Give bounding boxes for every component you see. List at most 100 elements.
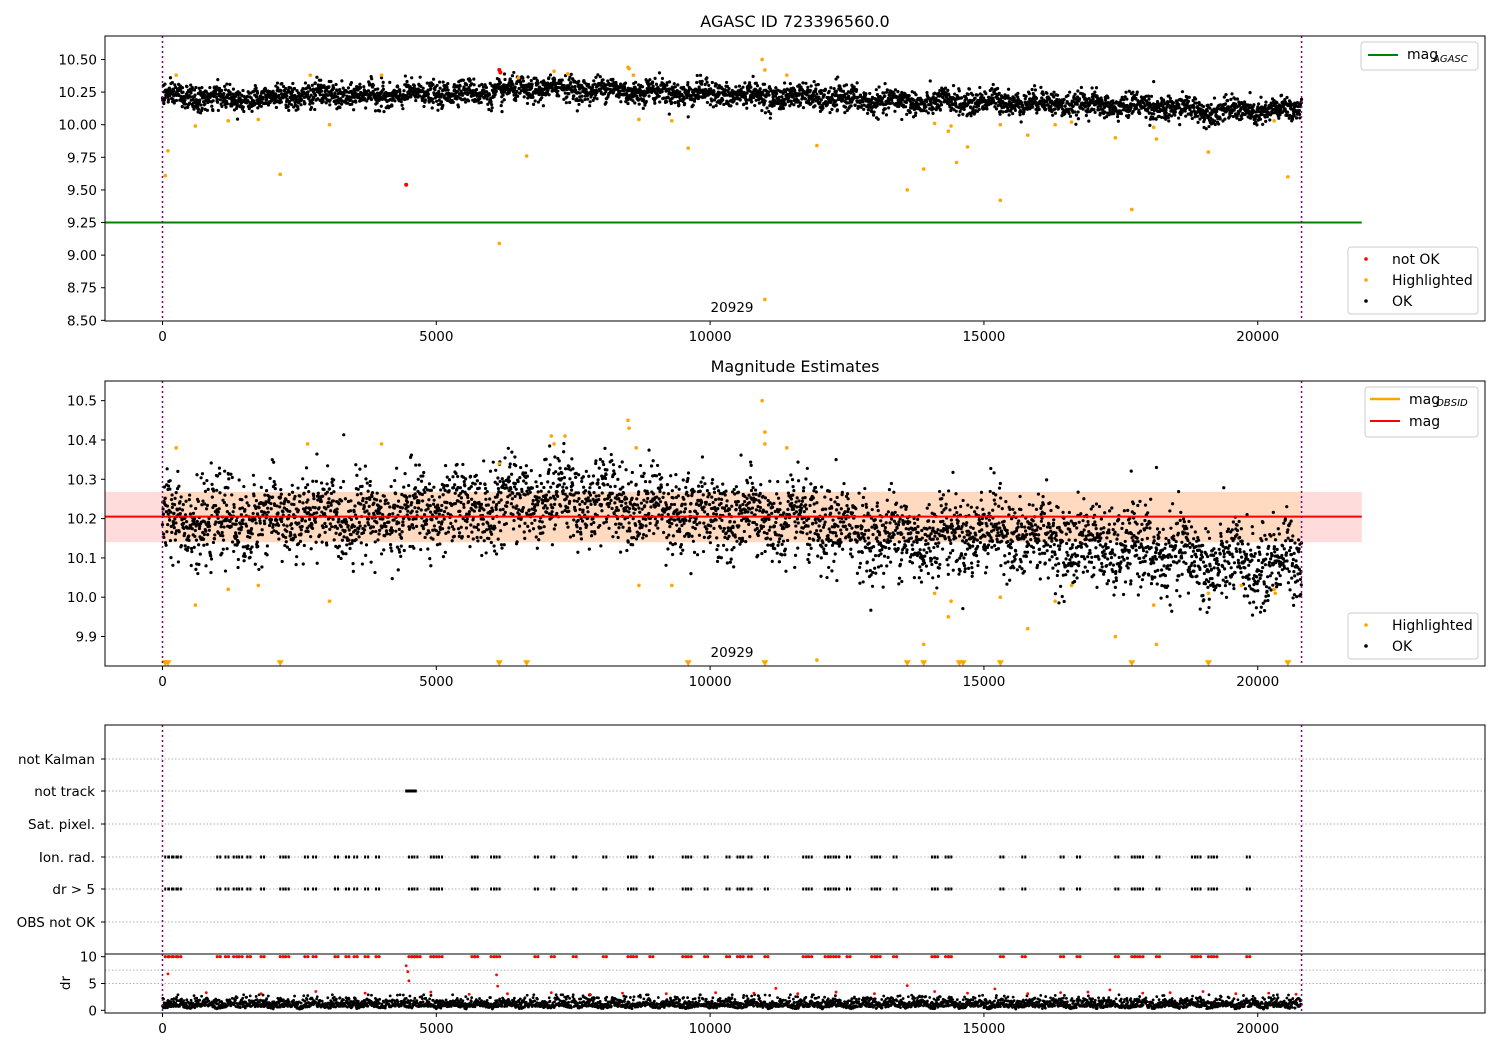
ok-point [348,546,352,551]
ok-point [501,93,505,97]
ok-point [487,107,491,112]
ok-point [829,86,833,90]
highlighted-point [166,148,170,153]
ok-point [275,81,280,85]
ok-point [633,101,637,105]
ok-point [1075,102,1079,106]
ok-point [349,509,353,513]
ok-point [194,85,198,90]
ok-point [498,81,502,85]
ok-point [242,559,246,563]
ok-point [362,85,366,89]
ok-point [1055,93,1060,97]
ok-point [304,466,309,470]
ok-point [973,96,977,100]
ok-point [335,507,339,511]
ok-point [168,76,173,80]
ok-point [577,102,581,107]
ok-point [1223,117,1227,121]
ok-point [326,93,330,97]
ok-point [1122,98,1126,102]
ok-point [188,101,192,105]
ok-point [282,523,286,527]
ok-point [250,109,254,113]
ok-point [1091,97,1095,101]
x-tick-label: 10000 [689,329,732,345]
ok-point [221,538,226,542]
ok-point [344,520,349,524]
ok-point [583,97,587,102]
ok-point [479,94,484,98]
ok-point [1074,113,1079,117]
ok-point [1052,90,1056,94]
ok-point [441,80,445,84]
ok-point [181,502,185,507]
ok-point [285,524,289,528]
ok-point [1119,109,1123,113]
ok-point [882,91,886,95]
ok-point [1066,93,1070,98]
ok-point [506,84,510,88]
ok-point [226,486,230,490]
ok-point [258,521,262,525]
ok-point [464,100,468,104]
ok-point [753,103,757,108]
highlighted-point [1286,175,1290,179]
ok-point [298,539,303,543]
ok-point [256,544,260,549]
ok-point [477,84,481,88]
ok-point [214,503,218,508]
ok-point [376,87,380,91]
ok-point [302,543,306,548]
ok-point [403,74,407,78]
ok-point [323,521,327,526]
ok-point [421,96,425,101]
ok-point [556,89,560,93]
ok-point [744,101,749,105]
ok-point [301,87,305,91]
ok-point [338,87,342,92]
y-tick-label: 10.50 [58,52,97,68]
ok-point [855,88,859,92]
ok-point [265,553,269,557]
ok-point [900,117,904,122]
ok-point [641,98,646,102]
ok-point [1032,84,1037,88]
ok-point [489,109,493,113]
ok-point [200,106,204,110]
ok-point [783,102,788,106]
ok-point [1149,94,1154,98]
ok-point [189,546,194,551]
ok-point [273,92,278,96]
ok-point [700,82,704,86]
ok-point [371,83,375,88]
ok-point [563,91,567,95]
highlighted-point [905,188,910,192]
ok-point [351,569,355,573]
ok-point [266,506,270,510]
ok-point [255,540,259,544]
ok-point [961,112,965,116]
ok-point [1019,120,1023,124]
ok-point [984,92,988,96]
ok-point [202,532,206,537]
ok-point [337,101,341,105]
ok-point [439,100,444,104]
ok-point [870,95,875,99]
ok-point [253,83,257,88]
ok-point [205,478,209,483]
ok-point [530,82,534,86]
ok-point [314,540,318,544]
ok-point [183,531,187,536]
ok-point [276,531,280,535]
ok-point [1016,91,1020,95]
ok-point [723,88,727,92]
highlighted-point [256,117,261,122]
ok-point [745,106,749,110]
ok-point [170,530,174,534]
ok-point [1146,94,1151,98]
ok-point [188,512,193,516]
ok-point [200,86,204,90]
ok-point [321,494,325,498]
ok-point [823,87,827,91]
